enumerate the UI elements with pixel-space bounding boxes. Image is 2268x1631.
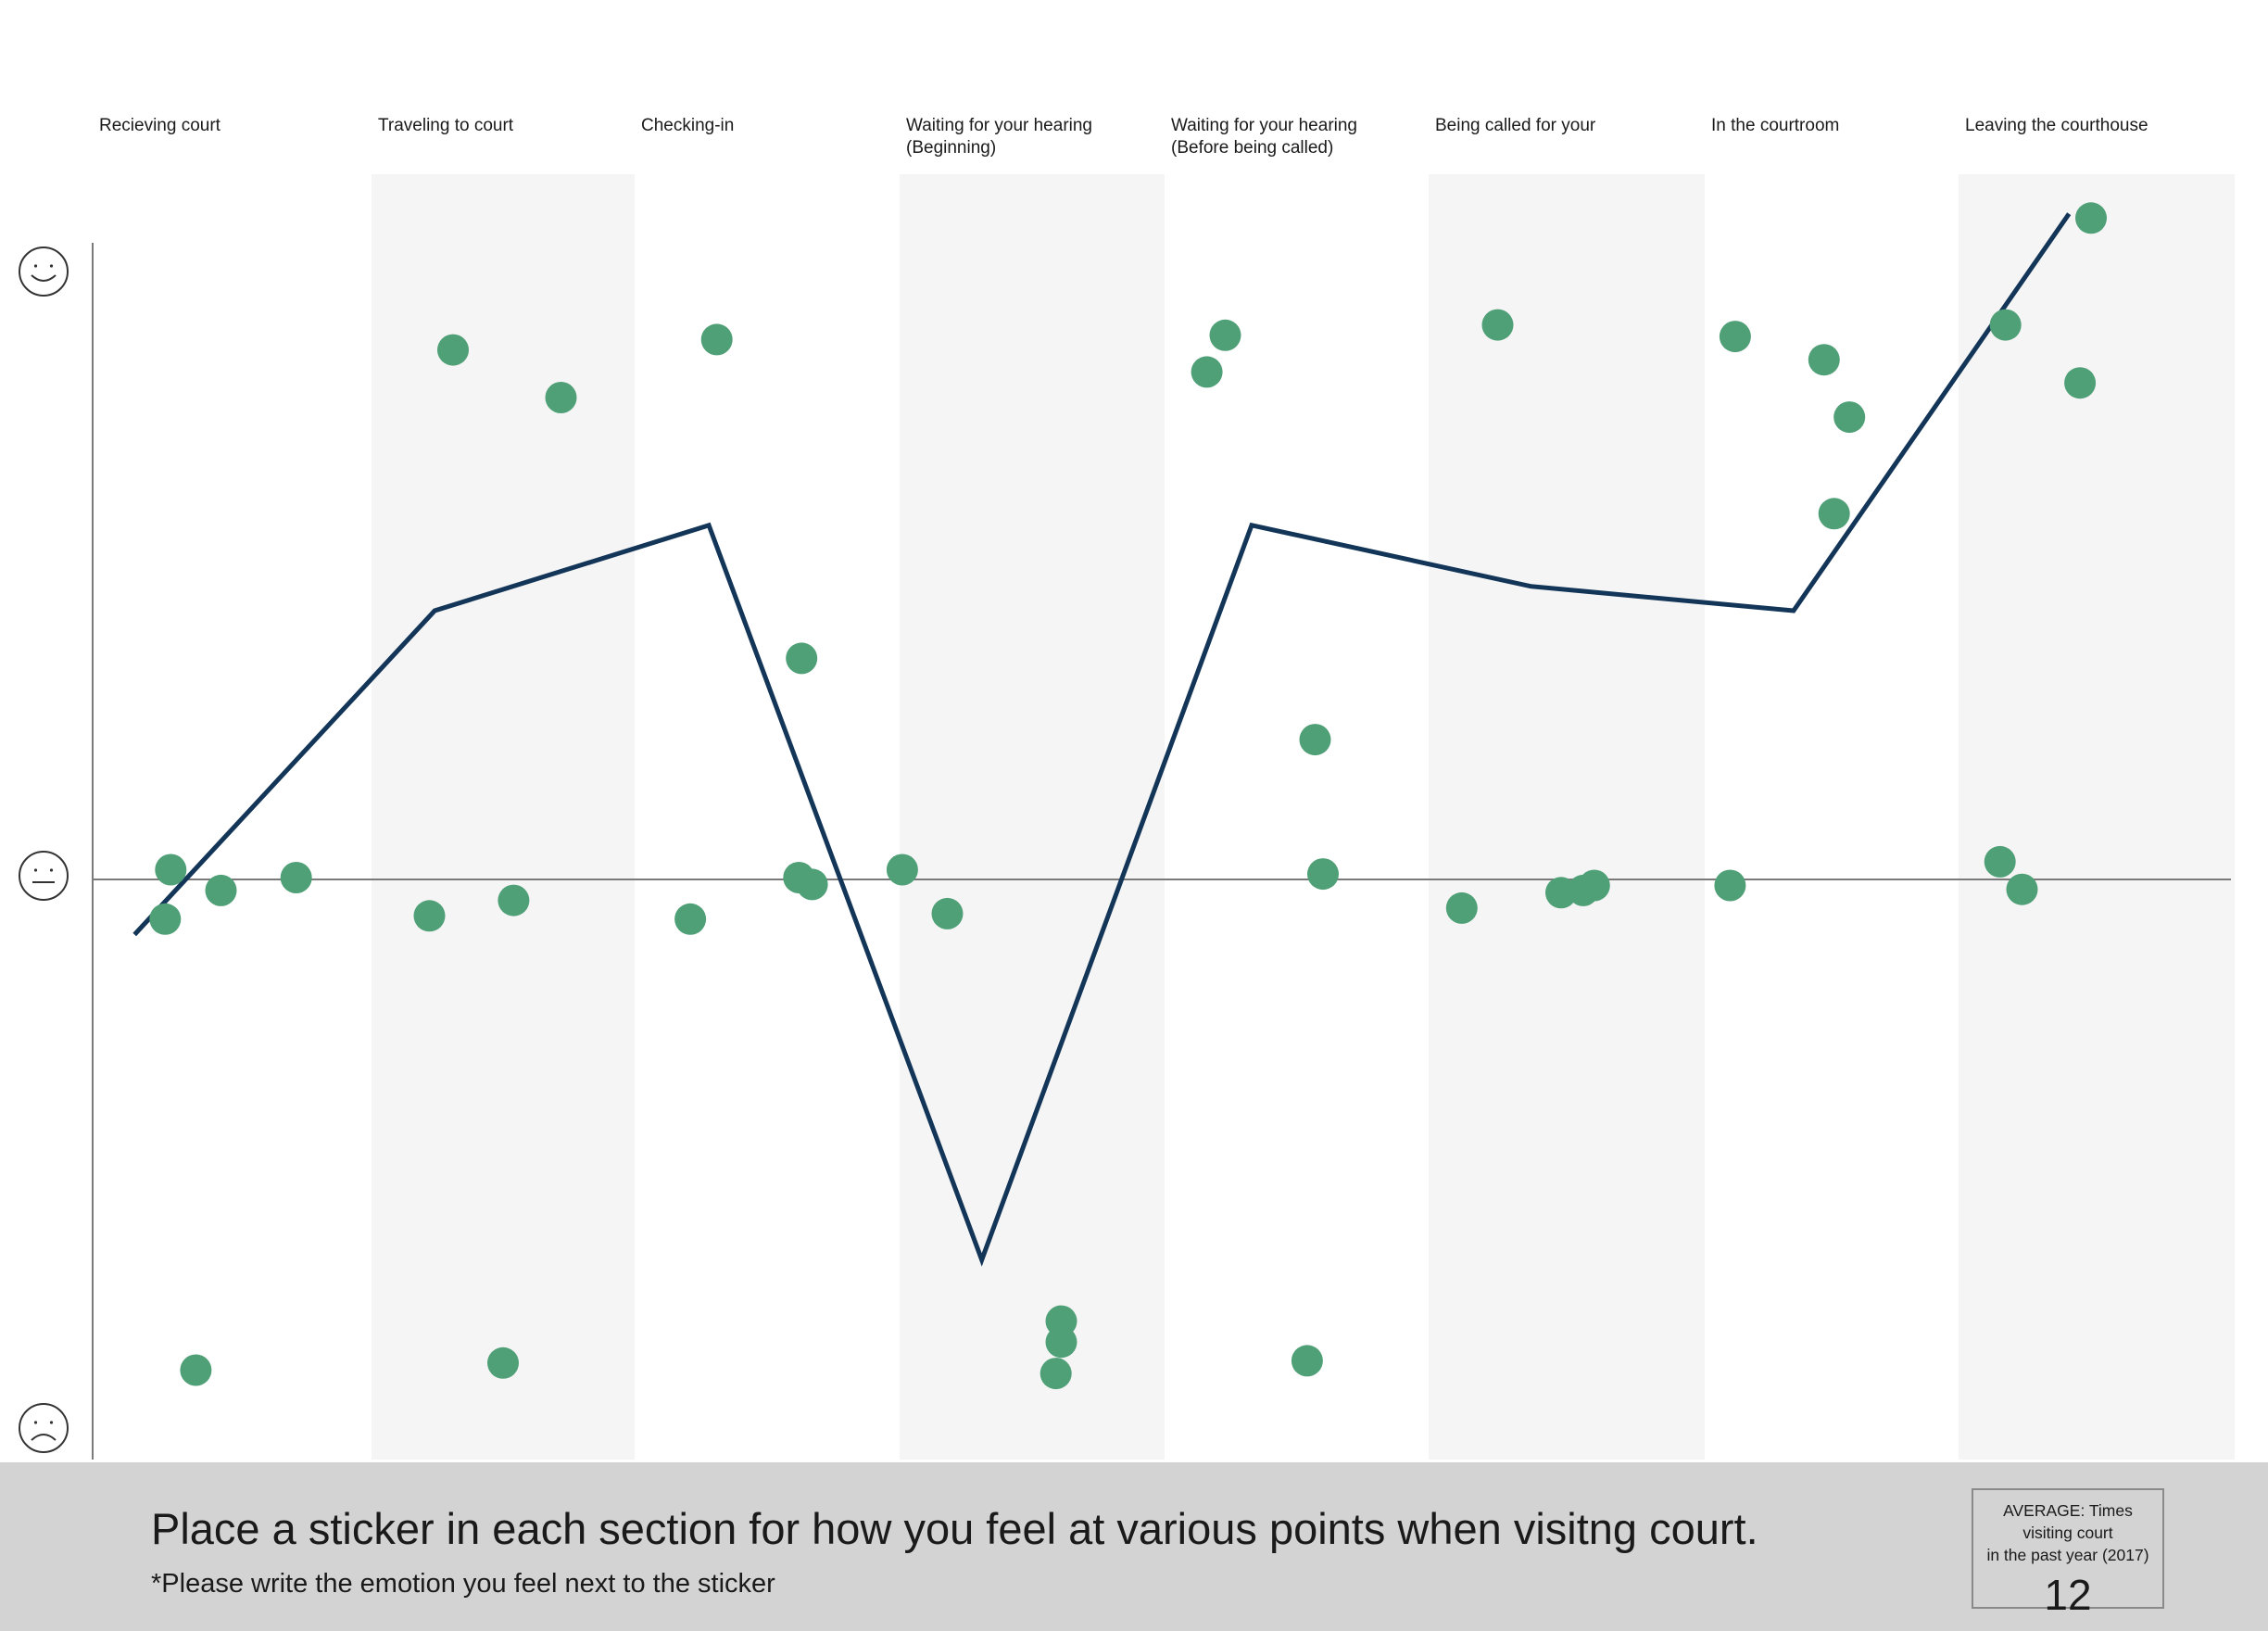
stage-label: Traveling to court xyxy=(378,116,514,135)
sticker-dot xyxy=(1291,1345,1323,1377)
sticker-dot xyxy=(1578,869,1610,902)
sticker-dot xyxy=(1818,498,1850,530)
sticker-dot xyxy=(1445,891,1478,924)
shaded-stage-column xyxy=(900,174,1165,1460)
sticker-dot xyxy=(931,897,964,929)
sticker-dot xyxy=(149,903,182,935)
sticker-dot xyxy=(2075,202,2107,234)
neutral-face-icon xyxy=(19,851,69,901)
shaded-stage-column xyxy=(1429,174,1705,1460)
sticker-dot xyxy=(1714,869,1746,902)
sticker-dot xyxy=(1984,845,2016,878)
stage-label: Being called for your xyxy=(1435,116,1596,135)
sticker-dot xyxy=(786,642,818,675)
sticker-dot xyxy=(796,868,828,901)
average-visits-value: 12 xyxy=(2044,1571,2092,1619)
sticker-dot xyxy=(1808,344,1840,376)
happy-face-icon xyxy=(19,247,69,297)
sticker-dot xyxy=(1719,321,1751,353)
sticker-dot xyxy=(886,853,918,886)
sticker-dot xyxy=(487,1347,519,1379)
sticker-dot xyxy=(1481,309,1514,341)
stage-label: In the courtroom xyxy=(1711,116,1840,135)
sticker-dot xyxy=(180,1354,212,1386)
shaded-stage-column xyxy=(1959,174,2235,1460)
sticker-dot xyxy=(280,862,312,893)
stage-label: Checking-in xyxy=(641,116,735,135)
sticker-dot xyxy=(2006,873,2038,905)
instruction-text: Place a sticker in each section for how … xyxy=(151,1504,1758,1553)
sticker-dot xyxy=(437,334,469,366)
sticker-dot xyxy=(1209,319,1241,351)
stage-label: Leaving the courthouse xyxy=(1965,116,2148,135)
shaded-stage-column xyxy=(372,174,635,1460)
sticker-dot xyxy=(1833,401,1866,434)
sticker-dot xyxy=(545,382,577,413)
sticker-dot xyxy=(1307,858,1339,891)
sticker-dot xyxy=(1040,1358,1072,1390)
instruction-note: *Please write the emotion you feel next … xyxy=(151,1569,775,1599)
average-visits-caption: AVERAGE: Times visiting court in the pas… xyxy=(1986,1501,2149,1564)
sticker-dot xyxy=(1989,309,2022,341)
sticker-dot xyxy=(2064,367,2097,399)
stage-label: Recieving court xyxy=(99,116,220,135)
sticker-dot xyxy=(413,900,446,932)
chart-canvas xyxy=(92,174,2235,1460)
average-emotion-line xyxy=(132,212,2072,1267)
sticker-dot xyxy=(205,874,237,906)
sticker-dot xyxy=(498,884,530,917)
sticker-dot xyxy=(1191,356,1223,388)
stage-label: Waiting for your hearing (Before being c… xyxy=(1171,116,1358,158)
sad-face-icon xyxy=(19,1403,69,1453)
sticker-dot xyxy=(1045,1326,1077,1359)
average-visits-box: AVERAGE: Times visiting court in the pas… xyxy=(1972,1488,2164,1619)
sticker-dot xyxy=(700,323,733,356)
sticker-dot xyxy=(155,853,187,886)
sticker-dot xyxy=(674,903,707,935)
sticker-dot xyxy=(1299,724,1331,756)
instruction-footer: Place a sticker in each section for how … xyxy=(0,1462,2268,1631)
stage-label: Waiting for your hearing (Beginning) xyxy=(906,116,1093,158)
